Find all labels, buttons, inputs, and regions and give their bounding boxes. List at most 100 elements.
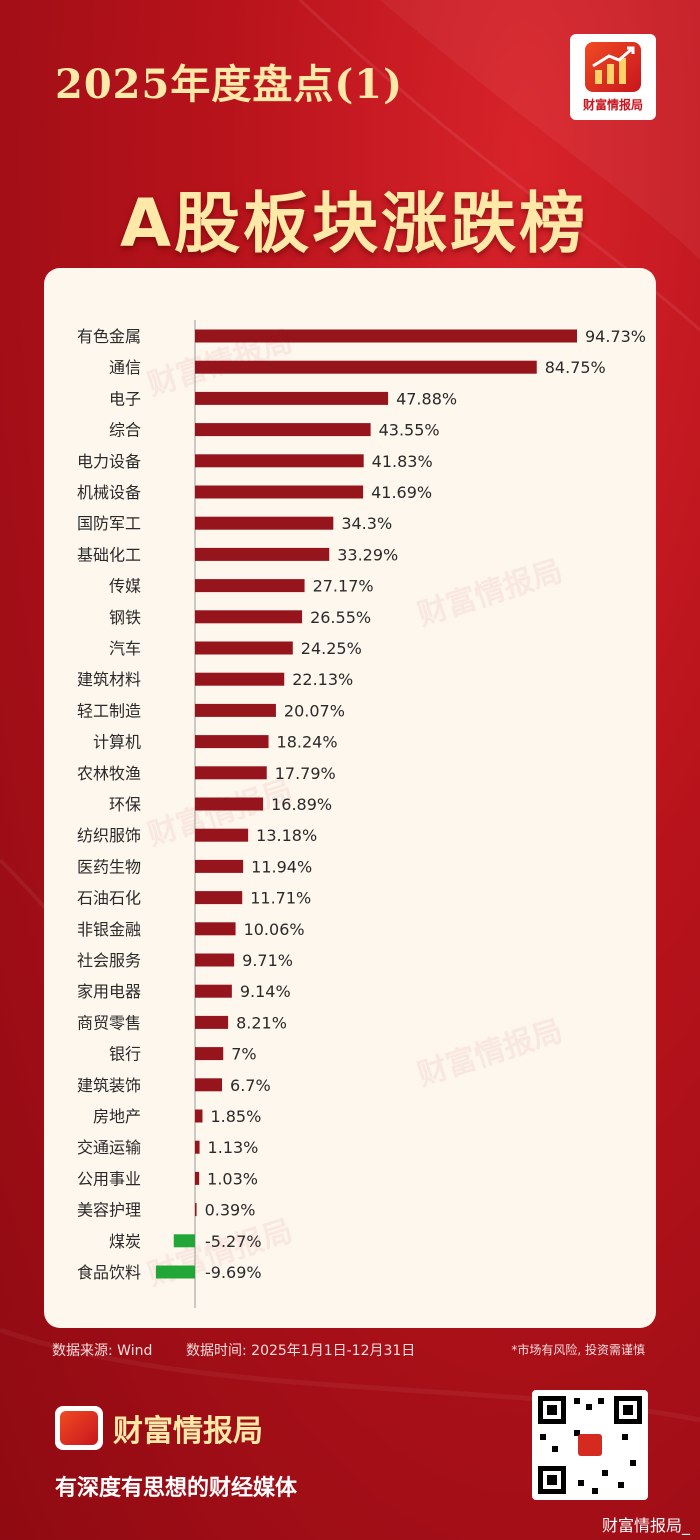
bar — [195, 891, 243, 905]
category-label: 通信 — [109, 358, 141, 377]
category-label: 非银金融 — [77, 920, 141, 939]
category-label: 纺织服饰 — [77, 826, 141, 845]
bar — [195, 391, 389, 405]
bar — [195, 423, 371, 437]
value-label: 1.03% — [207, 1169, 258, 1188]
bar — [195, 579, 305, 593]
value-label: 11.71% — [250, 889, 311, 908]
category-label: 交通运输 — [77, 1138, 141, 1157]
value-label: 22.13% — [292, 670, 353, 689]
category-label: 银行 — [109, 1045, 141, 1064]
value-label: 1.85% — [210, 1107, 261, 1126]
category-label: 建筑材料 — [77, 670, 141, 689]
value-label: 13.18% — [256, 826, 317, 845]
bar — [195, 766, 267, 780]
bar — [195, 610, 303, 624]
value-label: 24.25% — [301, 639, 362, 658]
category-label: 食品饮料 — [77, 1263, 141, 1282]
page-title: A股板块涨跌榜 — [120, 185, 589, 262]
bar — [195, 984, 232, 998]
bar — [195, 1109, 203, 1123]
category-label: 国防军工 — [77, 514, 141, 533]
value-label: 16.89% — [271, 795, 332, 814]
weibo-handle: 财富情报局_ — [601, 1516, 690, 1535]
value-label: 11.94% — [251, 857, 312, 876]
bar — [195, 1047, 224, 1061]
category-label: 汽车 — [109, 639, 141, 658]
category-label: 计算机 — [93, 733, 141, 752]
data-source: 数据来源: Wind — [52, 1343, 153, 1359]
value-label: 1.13% — [208, 1138, 259, 1157]
bar — [195, 1078, 223, 1092]
brand-icon — [55, 1406, 103, 1450]
data-period: 数据时间: 2025年1月1日-12月31日 — [186, 1343, 416, 1359]
page-subtitle: 2025年度盘点(1) — [55, 61, 404, 108]
bar — [195, 703, 276, 717]
value-label: 26.55% — [310, 608, 371, 627]
bar — [195, 797, 264, 811]
category-label: 家用电器 — [77, 982, 141, 1001]
brand-slogan: 有深度有思想的财经媒体 — [55, 1476, 298, 1501]
brand-logo: 财富情报局 — [570, 34, 656, 120]
category-label: 综合 — [109, 421, 141, 440]
value-label: 18.24% — [277, 733, 338, 752]
category-label: 房地产 — [93, 1107, 141, 1126]
brand-name: 财富情报局 — [113, 1414, 263, 1449]
category-label: 电力设备 — [77, 452, 141, 471]
category-label: 医药生物 — [77, 857, 141, 876]
qr-code[interactable] — [532, 1390, 648, 1500]
bar — [195, 672, 285, 686]
bar — [195, 1140, 200, 1154]
value-label: 43.55% — [379, 421, 440, 440]
value-label: 27.17% — [313, 577, 374, 596]
category-label: 美容护理 — [77, 1201, 141, 1220]
value-label: 17.79% — [275, 764, 336, 783]
bar — [195, 547, 330, 561]
value-label: 47.88% — [396, 389, 457, 408]
value-label: 7% — [231, 1045, 256, 1064]
bar — [195, 516, 334, 530]
bar — [195, 859, 244, 873]
risk-note: *市场有风险, 投资需谨慎 — [511, 1343, 645, 1357]
brand-footer: 财富情报局 — [55, 1406, 263, 1450]
bar — [195, 641, 293, 655]
value-label: -5.27% — [205, 1232, 262, 1251]
value-label: 8.21% — [236, 1013, 287, 1032]
category-label: 钢铁 — [109, 608, 141, 627]
value-label: 9.14% — [240, 982, 291, 1001]
category-label: 石油石化 — [77, 889, 141, 908]
category-label: 煤炭 — [109, 1232, 141, 1251]
category-label: 电子 — [109, 389, 141, 408]
bar — [195, 454, 364, 468]
value-label: 41.83% — [372, 452, 433, 471]
bar — [195, 922, 236, 936]
bar — [195, 1203, 197, 1217]
value-label: 9.71% — [242, 951, 293, 970]
bar — [195, 828, 249, 842]
category-label: 轻工制造 — [77, 701, 141, 720]
bar — [173, 1234, 195, 1248]
value-label: -9.69% — [205, 1263, 262, 1282]
bar — [195, 329, 577, 343]
value-label: 41.69% — [371, 483, 432, 502]
value-label: 34.3% — [341, 514, 392, 533]
value-label: 84.75% — [545, 358, 606, 377]
value-label: 10.06% — [244, 920, 305, 939]
bar — [155, 1265, 195, 1279]
value-label: 94.73% — [585, 327, 646, 346]
category-label: 商贸零售 — [77, 1013, 141, 1032]
category-label: 社会服务 — [77, 951, 141, 970]
bar — [195, 485, 364, 499]
bar — [195, 953, 235, 967]
value-label: 20.07% — [284, 701, 345, 720]
category-label: 环保 — [109, 795, 141, 814]
category-label: 农林牧渔 — [77, 764, 141, 783]
bar — [195, 1015, 229, 1029]
chart-up-icon — [585, 41, 641, 92]
bar — [195, 735, 269, 749]
bar-chart: 有色金属 94.73% 通信 84.75% 电子 47.88% 综合 43.55% 电力设备 41… — [77, 320, 646, 1308]
category-label: 机械设备 — [77, 483, 141, 502]
value-label: 0.39% — [205, 1201, 256, 1220]
chart-panel: 财富情报局 财富情报局 财富情报局 财富情报局 财富情报局 有色金属94.73%… — [44, 268, 656, 1328]
bar — [195, 1171, 200, 1185]
